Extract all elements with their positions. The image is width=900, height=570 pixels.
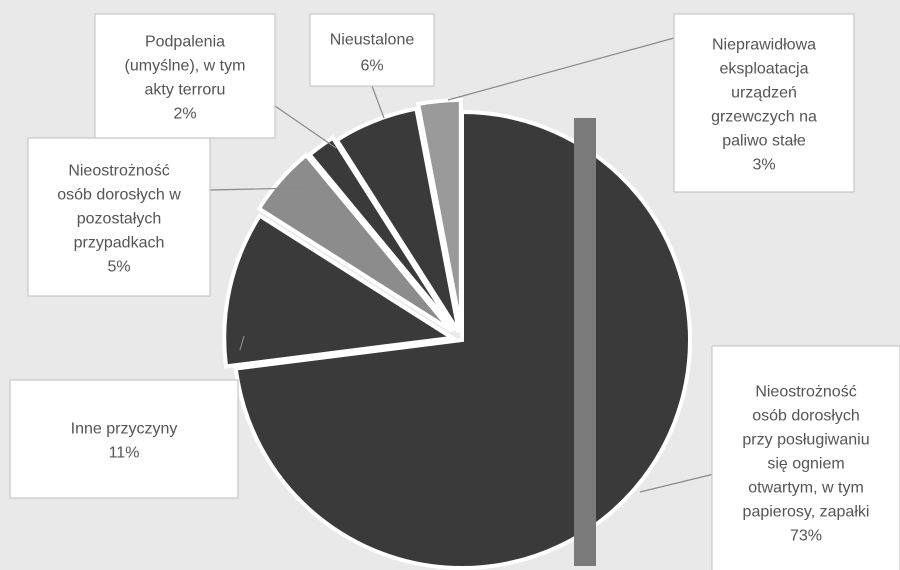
slice-category-label: eksploatacja [720, 61, 809, 78]
callout-3: Nieostrożność osób dorosłych w pozostałych… [27, 137, 211, 297]
slice-category-label: Nieostrożność [755, 384, 856, 401]
pie-slice-2 [222, 212, 459, 369]
slice-percent-label: 2% [173, 106, 196, 123]
callout-box [9, 379, 239, 499]
slice-category-label: przy posługiwaniu [742, 432, 869, 449]
slice-category-label: Podpalenia [145, 34, 225, 51]
callout-box [673, 13, 855, 193]
callout-box [711, 345, 900, 570]
callout-1: Nieostrożność osób dorosłych przy posługiw… [711, 345, 900, 570]
callout-2: Inne przyczyny 11% [9, 379, 239, 499]
leader-line-6 [447, 37, 675, 101]
callout-box [94, 13, 276, 139]
callout-labels: Nieostrożność osób dorosłych przy posługiw… [9, 13, 900, 570]
slice-category-label: Nieprawidłowa [712, 37, 816, 54]
slice-category-label: papierosy, zapałki [743, 504, 870, 521]
leader-line-5 [371, 85, 385, 119]
slice-percent-label: 11% [109, 445, 140, 462]
slice-category-label: się ogniem [767, 456, 844, 473]
slice-category-label: Inne przyczyny [71, 421, 178, 438]
callout-4: Podpalenia (umyślne), w tym akty terroru 2% [94, 13, 276, 139]
leader-lines [209, 37, 715, 493]
scan-streak [574, 118, 596, 566]
slice-percent-label: 73% [790, 528, 822, 545]
slice-percent-label: 6% [360, 57, 383, 74]
slice-category-label: otwartym, w tym [748, 480, 864, 497]
callout-6: Nieprawidłowa eksploatacja urządzeń grzewcz… [673, 13, 855, 193]
leader-line-2 [239, 335, 245, 351]
slice-category-label: (umyślne), w tym [125, 58, 246, 75]
pie-slice-6 [415, 98, 463, 329]
leader-line-3 [209, 187, 303, 191]
leader-line-4 [274, 105, 337, 149]
leader-line-1 [639, 473, 715, 493]
slice-category-label: osób dorosłych [752, 408, 860, 425]
slice-category-label: Nieostrożność [68, 163, 169, 180]
slice-category-label: akty terroru [145, 82, 226, 99]
slice-percent-label: 3% [752, 157, 775, 174]
slice-category-label: urządzeń [731, 85, 797, 102]
slice-percent-label: 5% [107, 259, 130, 276]
pie-slice-4 [306, 135, 457, 332]
slice-category-label: pozostałych [77, 211, 162, 228]
slice-category-label: grzewczych na [711, 109, 817, 126]
slice-category-label: osób dorosłych w [57, 187, 181, 204]
slice-category-label: przypadkach [74, 235, 165, 252]
callout-5: Nieustalone 6% [309, 13, 435, 87]
pie-slice-5 [334, 106, 462, 334]
callout-box [27, 137, 211, 297]
slice-category-label: paliwo stałe [722, 133, 806, 150]
callout-box [309, 13, 435, 87]
slice-category-label: Nieustalone [330, 31, 415, 48]
pie-slice-3 [256, 152, 454, 333]
pie-slices [222, 98, 692, 570]
